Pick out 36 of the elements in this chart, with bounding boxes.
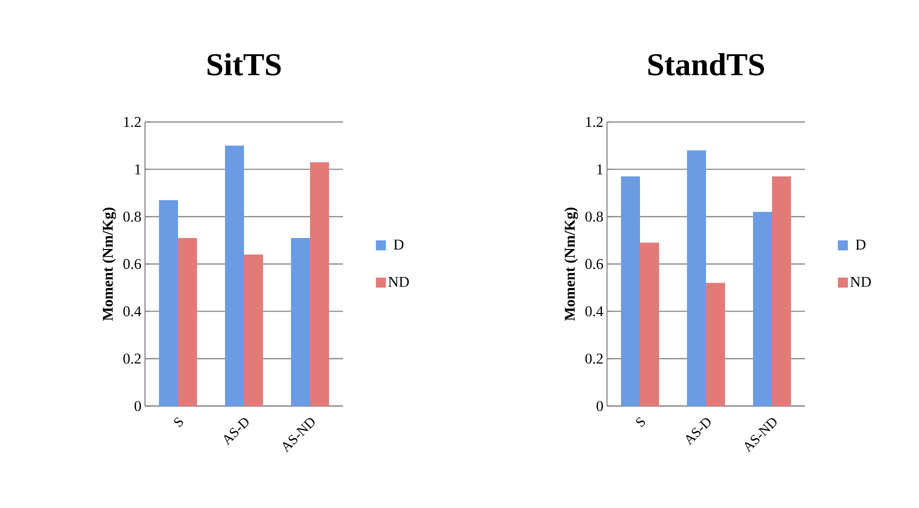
y-tick-label: 0	[596, 400, 603, 412]
legend-label: ND	[850, 276, 871, 287]
legend-label: D	[856, 240, 866, 250]
bar	[178, 238, 198, 406]
bar	[706, 282, 726, 406]
bar	[244, 254, 264, 406]
legend-label: D	[394, 240, 404, 250]
y-tick-label: 0.6	[123, 258, 142, 270]
bar	[753, 212, 772, 406]
y-tick-label: 0.8	[123, 212, 141, 222]
bar	[225, 146, 244, 406]
y-axis-title: Moment (Nm/Kg)	[564, 208, 578, 321]
bar	[159, 200, 178, 406]
y-tick-label: 1.2	[586, 116, 603, 128]
y-tick-label: 0	[134, 400, 141, 412]
legend-label: ND	[388, 276, 409, 287]
bar	[621, 176, 640, 406]
bar	[640, 242, 660, 406]
y-tick-label: 0.2	[585, 354, 603, 364]
x-tick-label: S	[174, 417, 183, 428]
y-tick-label: 0.2	[123, 354, 141, 364]
bar	[772, 176, 792, 406]
y-tick-label: 0.4	[585, 306, 604, 316]
bar	[687, 150, 706, 406]
y-tick-label: 0.8	[585, 212, 603, 222]
chart-title: StandTS	[648, 53, 764, 76]
bar	[310, 162, 330, 406]
y-tick-label: 1	[597, 164, 603, 174]
y-tick-label: 0.6	[585, 258, 604, 270]
y-tick-label: 0.4	[123, 306, 142, 316]
x-tick-label: S	[636, 417, 645, 428]
y-tick-label: 1	[135, 164, 141, 174]
y-axis-title: Moment (Nm/Kg)	[102, 208, 116, 321]
bar	[291, 238, 310, 406]
y-tick-label: 1.2	[124, 116, 141, 128]
chart-title: SitTS	[208, 53, 281, 76]
